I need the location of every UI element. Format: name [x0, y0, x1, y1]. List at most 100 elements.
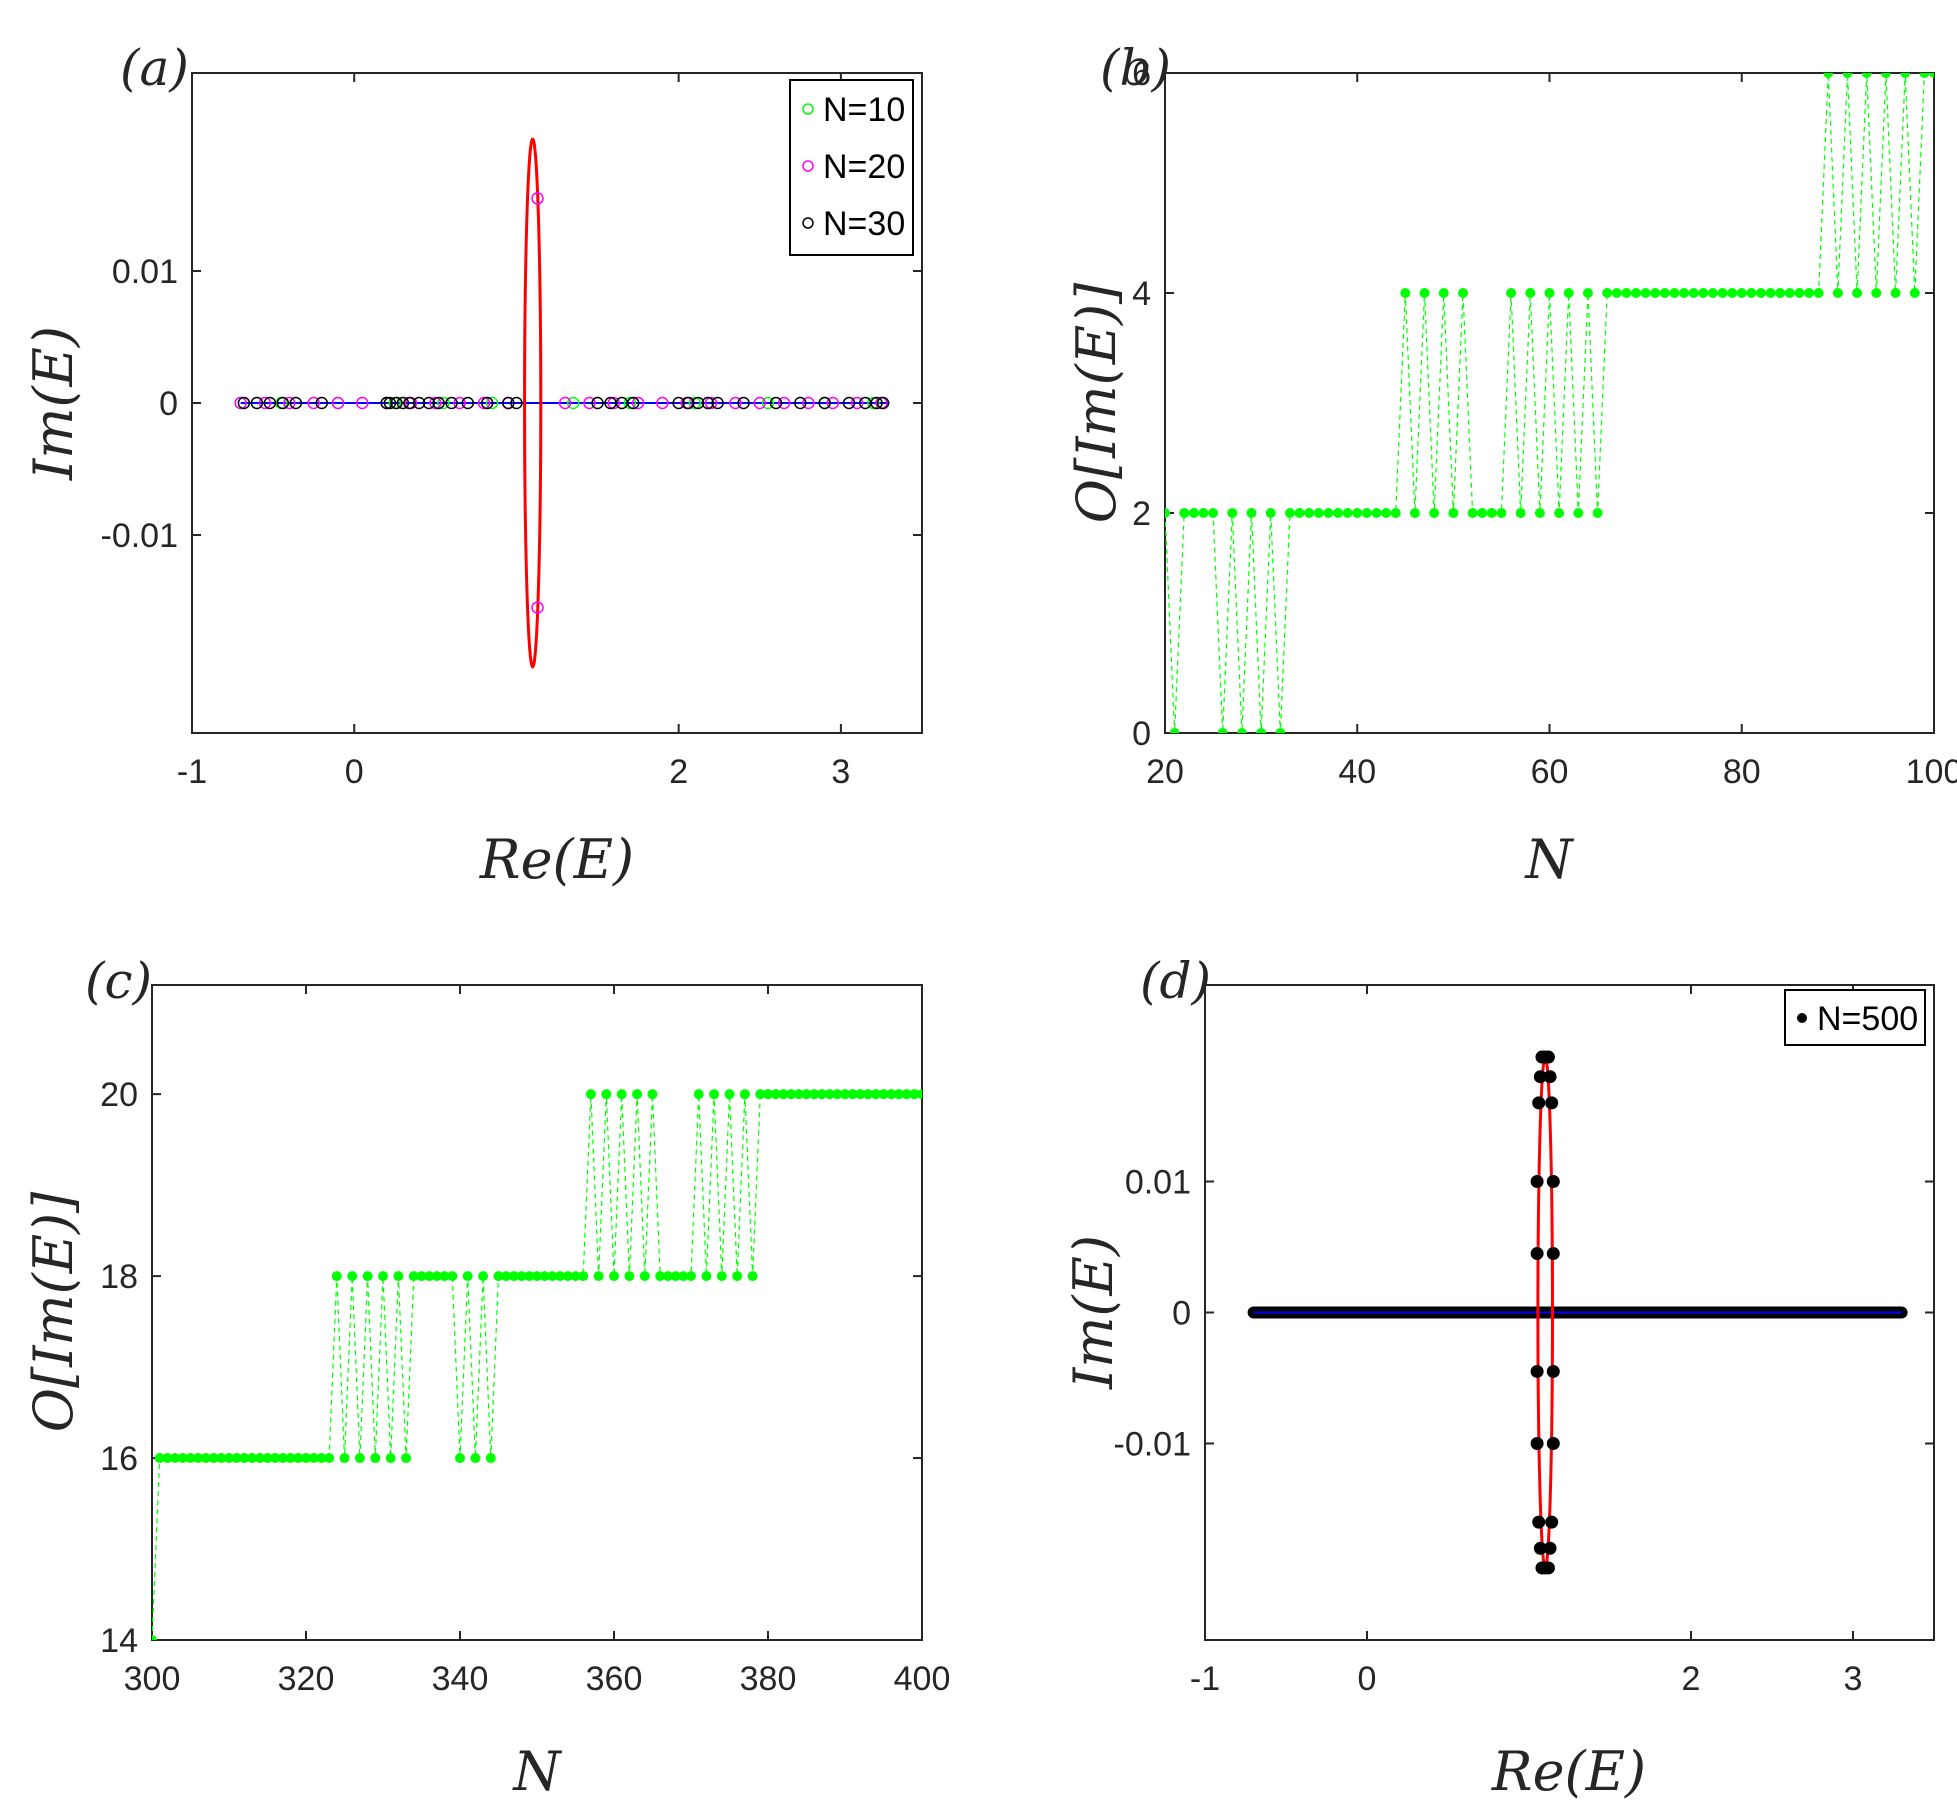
data-point	[917, 1089, 922, 1100]
data-point	[1371, 508, 1382, 518]
data-point	[277, 1453, 288, 1464]
x-tick-label: 360	[586, 1660, 643, 1698]
panel-b-xlabel: N	[1523, 828, 1574, 891]
panel-c: 300 320 340 360 380 400 14 16 18 20 (c) N O[Im(E)…	[22, 952, 950, 1803]
panel-a-legend: N=10 N=20 N=30	[789, 79, 914, 256]
data-point	[200, 1453, 211, 1464]
data-point	[1929, 73, 1934, 78]
data-point	[616, 1089, 627, 1100]
panel-d-ticks: -1 0 2 3 -0.01 0 0.01	[1114, 985, 1934, 1698]
data-point-n500	[1546, 1247, 1560, 1261]
data-point-n30	[276, 396, 290, 410]
data-point	[239, 1453, 250, 1464]
data-point-n30	[711, 396, 724, 410]
data-point	[1342, 508, 1353, 518]
data-point	[878, 1089, 889, 1100]
data-point-n20	[477, 396, 491, 410]
data-point-n20	[656, 396, 669, 410]
data-point	[285, 1453, 296, 1464]
y-tick-label: 14	[100, 1622, 138, 1660]
data-point	[1496, 508, 1507, 518]
data-point	[1477, 508, 1488, 518]
data-point	[1438, 288, 1449, 298]
data-point	[362, 1271, 373, 1282]
data-point	[1669, 288, 1680, 298]
data-point	[763, 1089, 773, 1100]
data-point	[847, 1089, 858, 1100]
data-point	[1631, 288, 1642, 298]
x-tick-label: 400	[894, 1660, 951, 1698]
series-dashed-line	[152, 1093, 922, 1640]
data-point	[1688, 288, 1699, 298]
data-point	[609, 1271, 619, 1282]
data-point	[162, 1453, 173, 1464]
data-point-n10	[688, 396, 702, 410]
data-point-n30	[818, 396, 831, 410]
x-tick-label: 40	[1338, 753, 1376, 791]
data-point	[1679, 288, 1690, 298]
data-point	[1429, 508, 1440, 518]
data-point	[639, 1271, 650, 1282]
data-point-n500	[1530, 1175, 1544, 1188]
data-point-n20	[826, 396, 840, 410]
data-point	[1448, 508, 1459, 518]
data-point	[793, 1089, 804, 1100]
data-point	[662, 1271, 673, 1282]
data-point	[508, 1271, 519, 1282]
data-point	[1381, 508, 1392, 518]
y-tick-label: 18	[100, 1258, 138, 1296]
data-point	[208, 1453, 219, 1464]
data-point-n500	[1545, 1096, 1559, 1110]
data-point	[1361, 508, 1372, 518]
data-point-n30	[396, 396, 410, 410]
panel-a-legend-box	[789, 79, 914, 256]
data-point	[293, 1453, 304, 1464]
data-point	[470, 1453, 481, 1464]
data-point	[1698, 288, 1709, 298]
data-point	[647, 1089, 658, 1100]
legend-marker-n500	[1797, 1013, 1807, 1023]
data-point-n30	[380, 396, 393, 410]
panel-d-legend-box	[1784, 989, 1926, 1046]
x-tick-label: 320	[278, 1660, 335, 1698]
data-point-n500	[1545, 1515, 1559, 1529]
data-point	[1727, 288, 1738, 298]
data-point	[431, 1271, 442, 1282]
panel-b-label: (b)	[1100, 39, 1171, 97]
panel-d-label: (d)	[1140, 952, 1211, 1010]
data-point-n10	[623, 396, 637, 410]
data-point	[1775, 288, 1786, 298]
data-point-n20	[429, 396, 442, 410]
data-point	[678, 1271, 689, 1282]
data-point-n30	[870, 396, 883, 410]
y-tick-label: 2	[1132, 495, 1151, 533]
data-point-n10	[761, 396, 775, 410]
x-tick-label: 3	[831, 753, 850, 791]
data-point-n500	[1532, 1096, 1546, 1110]
x-tick-label: 2	[669, 753, 688, 791]
data-point	[1592, 508, 1603, 518]
data-point	[1852, 288, 1863, 298]
data-point	[1582, 288, 1593, 298]
data-point	[439, 1271, 450, 1282]
data-point-n20	[631, 396, 645, 410]
data-point	[1640, 288, 1651, 298]
data-point	[193, 1453, 204, 1464]
panel-c-plot-area	[152, 1089, 922, 1640]
legend-marker-n30	[802, 217, 814, 229]
data-point	[1304, 508, 1315, 518]
series-dashed-line	[1165, 73, 1934, 733]
data-point-n30	[480, 396, 494, 410]
data-point-n30	[701, 396, 715, 410]
data-point	[177, 1453, 188, 1464]
x-tick-label: 20	[1146, 753, 1184, 791]
panel-b: 20 40 60 80 100 0 2 4 6 (b) N O[Im(E)]	[1065, 39, 1957, 891]
data-point	[585, 1089, 596, 1100]
data-point-n500	[1546, 1175, 1560, 1188]
legend-marker-n10	[802, 103, 814, 115]
data-point	[547, 1271, 558, 1282]
data-point	[455, 1453, 465, 1464]
data-point	[1717, 288, 1728, 298]
data-point	[539, 1271, 550, 1282]
